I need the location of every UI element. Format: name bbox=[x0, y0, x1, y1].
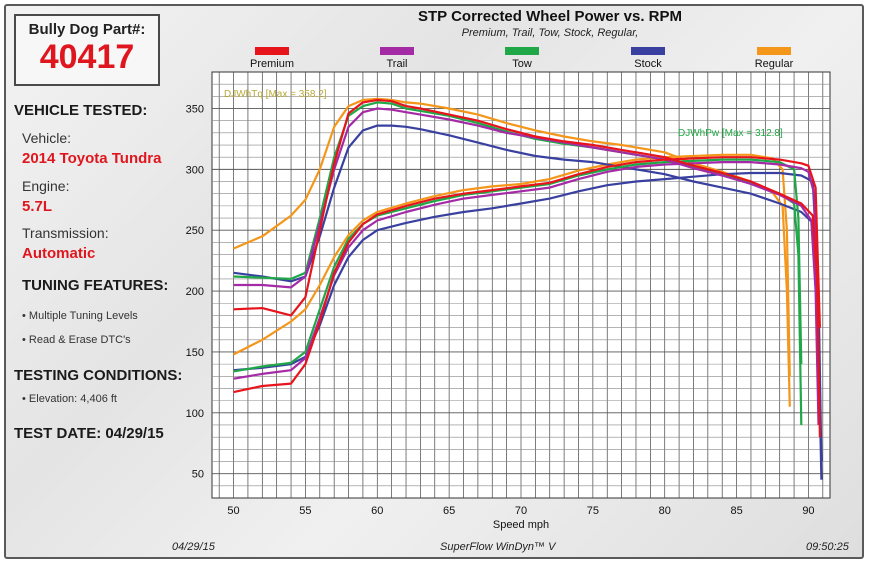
legend-swatch bbox=[380, 47, 414, 55]
series-line-tow-power bbox=[233, 158, 803, 373]
tuning-feature-text: Read & Erase DTC's bbox=[28, 334, 131, 346]
legend-label: Regular bbox=[755, 58, 794, 70]
y-tick-label: 300 bbox=[186, 164, 204, 176]
y-tick-label: 350 bbox=[186, 104, 204, 116]
legend-label: Premium bbox=[250, 58, 294, 70]
series-line-tow-torque bbox=[233, 101, 803, 426]
x-tick-label: 85 bbox=[730, 505, 742, 517]
annotation-power-max: DJWhPw [Max = 312.8] bbox=[678, 128, 783, 139]
testing-conditions-heading: TESTING CONDITIONS: bbox=[14, 367, 183, 384]
x-tick-label: 60 bbox=[371, 505, 383, 517]
tuning-features-heading: TUNING FEATURES: bbox=[22, 277, 169, 294]
part-number-value: 40417 bbox=[39, 38, 135, 76]
footer-date: 04/29/15 bbox=[172, 541, 215, 553]
series-line-stock-power bbox=[233, 171, 823, 462]
tuning-feature-item: • Read & Erase DTC's bbox=[22, 334, 131, 346]
legend-swatch bbox=[631, 47, 665, 55]
transmission-value: Automatic bbox=[22, 245, 96, 262]
x-tick-label: 75 bbox=[587, 505, 599, 517]
transmission-label: Transmission: bbox=[22, 225, 109, 241]
legend-swatch bbox=[757, 47, 791, 55]
vehicle-tested-heading: VEHICLE TESTED: bbox=[14, 102, 148, 119]
series-line-premium-torque bbox=[233, 98, 821, 438]
x-tick-label: 50 bbox=[227, 505, 239, 517]
y-tick-label: 150 bbox=[186, 347, 204, 359]
annotation-torque-max: DJWhTq [Max = 358.2] bbox=[224, 89, 327, 100]
chart-title: STP Corrected Wheel Power vs. RPM bbox=[418, 8, 682, 25]
chart-subtitle: Premium, Trail, Tow, Stock, Regular, bbox=[461, 27, 639, 39]
testing-condition-item: • Elevation: 4,406 ft bbox=[22, 393, 117, 405]
y-tick-label: 50 bbox=[192, 469, 204, 481]
x-tick-label: 70 bbox=[515, 505, 527, 517]
legend-label: Trail bbox=[387, 58, 408, 70]
x-tick-label: 80 bbox=[659, 505, 671, 517]
x-tick-label: 90 bbox=[802, 505, 814, 517]
tuning-feature-text: Multiple Tuning Levels bbox=[28, 310, 138, 322]
vehicle-label: Vehicle: bbox=[22, 130, 72, 146]
legend-label: Tow bbox=[512, 58, 532, 70]
footer-time: 09:50:25 bbox=[806, 541, 849, 553]
series-line-premium-power bbox=[233, 156, 821, 394]
engine-label: Engine: bbox=[22, 178, 70, 194]
series-line-stock-torque bbox=[233, 124, 823, 480]
y-tick-label: 100 bbox=[186, 408, 204, 420]
engine-value: 5.7L bbox=[22, 198, 53, 215]
x-tick-label: 65 bbox=[443, 505, 455, 517]
part-number-box: Bully Dog Part#: 40417 bbox=[14, 14, 160, 86]
legend-label: Stock bbox=[634, 58, 662, 70]
testing-condition-text: Elevation: 4,406 ft bbox=[28, 393, 117, 405]
x-axis-label: Speed mph bbox=[493, 519, 549, 531]
vehicle-value: 2014 Toyota Tundra bbox=[22, 150, 162, 167]
legend-swatch bbox=[255, 47, 289, 55]
y-tick-label: 200 bbox=[186, 286, 204, 298]
series-line-regular-power bbox=[233, 153, 791, 377]
tuning-feature-item: • Multiple Tuning Levels bbox=[22, 310, 138, 322]
x-tick-label: 55 bbox=[299, 505, 311, 517]
test-date: TEST DATE: 04/29/15 bbox=[14, 425, 164, 442]
footer-software: SuperFlow WinDyn™ V bbox=[440, 541, 556, 553]
y-tick-label: 250 bbox=[186, 225, 204, 237]
legend-swatch bbox=[505, 47, 539, 55]
part-number-label: Bully Dog Part#: bbox=[28, 21, 146, 38]
